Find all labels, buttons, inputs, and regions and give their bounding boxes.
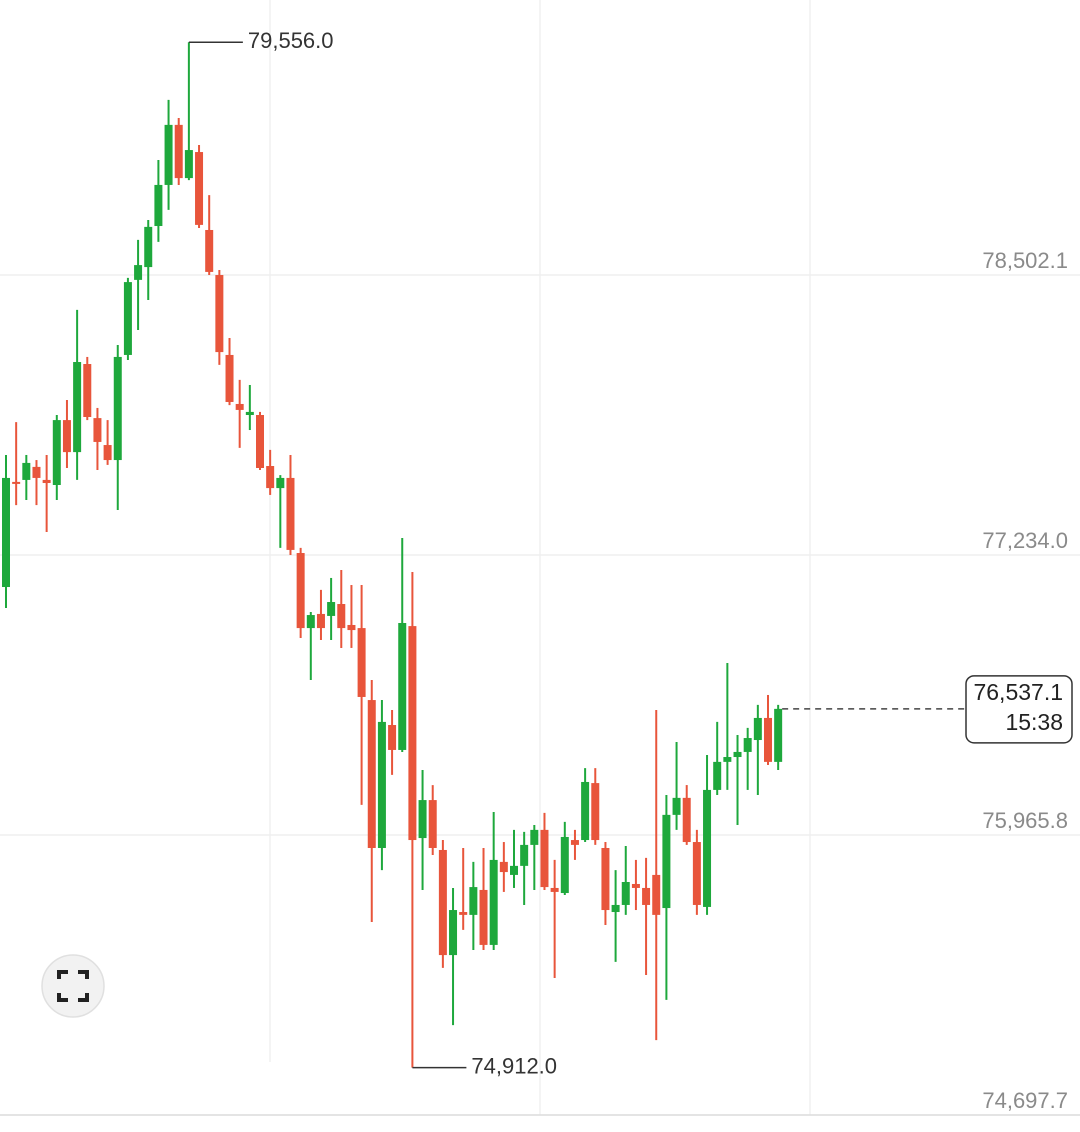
candle-body <box>134 265 143 280</box>
candle-body <box>367 700 376 848</box>
candle-body <box>713 761 722 790</box>
candle-body <box>266 466 275 489</box>
candle-body <box>276 477 285 489</box>
candle-body <box>601 847 610 911</box>
countdown-label: 15:38 <box>1005 709 1063 735</box>
candle-body <box>428 800 437 848</box>
candle-body <box>235 403 244 410</box>
candle-body <box>123 282 132 355</box>
candle-body <box>642 887 651 905</box>
candle-body <box>337 604 346 629</box>
candle-body <box>195 152 204 225</box>
candle-body <box>327 602 336 616</box>
candle-body <box>611 904 620 913</box>
candle-body <box>154 184 163 227</box>
candle-body <box>103 445 112 461</box>
last-price-label: 76,537.1 <box>973 679 1063 705</box>
candle-body <box>377 721 386 848</box>
candle-body <box>530 829 539 845</box>
candle-body <box>286 477 295 550</box>
fullscreen-button-bg[interactable] <box>41 954 105 1018</box>
candle-body <box>449 910 458 956</box>
candle-body <box>703 789 712 907</box>
candle-body <box>591 783 600 841</box>
candle-body <box>398 622 407 750</box>
candle-body <box>621 881 630 905</box>
candle-body <box>743 738 752 752</box>
candle-body <box>774 708 783 762</box>
annotation-label: 74,912.0 <box>471 1053 557 1078</box>
candle-body <box>256 415 264 469</box>
candle-body <box>205 229 214 272</box>
candle-body <box>692 842 701 905</box>
candle-body <box>62 420 71 453</box>
candle-body <box>296 553 305 629</box>
candle-body <box>581 781 590 841</box>
candle-body <box>42 479 51 484</box>
candle-body <box>215 275 224 353</box>
y-tick-label: 74,697.7 <box>982 1088 1068 1113</box>
candle-body <box>388 725 397 750</box>
candle-body <box>479 889 488 945</box>
candle-body <box>32 466 41 478</box>
candle-body <box>631 883 640 888</box>
candle-body <box>347 624 356 631</box>
candle-body <box>560 836 569 894</box>
candle-body <box>459 912 468 915</box>
candle-body <box>764 717 772 762</box>
candle-body <box>489 859 498 945</box>
candle-body <box>225 354 234 402</box>
y-tick-label: 75,965.8 <box>982 808 1068 833</box>
candle-body <box>164 124 173 185</box>
candle-body <box>52 420 61 486</box>
candle-body <box>184 150 193 179</box>
candle-body <box>540 829 549 888</box>
y-tick-label: 78,502.1 <box>982 248 1068 273</box>
candle-body <box>83 364 92 417</box>
candle-body <box>174 124 183 179</box>
candle-body <box>520 844 529 866</box>
candle-body <box>316 613 325 629</box>
candle-body <box>113 356 122 461</box>
fullscreen-button[interactable] <box>41 954 105 1018</box>
candle-body <box>93 418 102 442</box>
candle-body <box>245 411 254 416</box>
candle-body <box>550 887 559 892</box>
candle-body <box>723 757 732 762</box>
candle-body <box>408 626 417 841</box>
candle-body <box>662 814 671 909</box>
candle-body <box>652 874 661 915</box>
candle-body <box>733 751 742 758</box>
candle-body <box>357 628 366 697</box>
candle-body <box>510 865 518 875</box>
candle-body <box>2 477 10 588</box>
candle-body <box>22 462 31 480</box>
candle-body <box>144 226 153 268</box>
candle-body <box>469 887 478 915</box>
annotation-label: 79,556.0 <box>248 28 334 53</box>
candle-body <box>499 861 508 873</box>
candle-body <box>438 849 447 956</box>
last-price-box <box>965 675 1073 744</box>
candle-body <box>672 797 681 815</box>
candle-body <box>753 717 762 741</box>
candle-body <box>570 840 579 845</box>
y-tick-label: 77,234.0 <box>982 528 1068 553</box>
candle-body <box>73 362 82 453</box>
candle-body <box>306 615 315 629</box>
candle-body <box>418 800 427 839</box>
fullscreen-icon[interactable] <box>57 970 89 1002</box>
candle-body <box>12 481 21 484</box>
candle-body <box>682 797 691 843</box>
